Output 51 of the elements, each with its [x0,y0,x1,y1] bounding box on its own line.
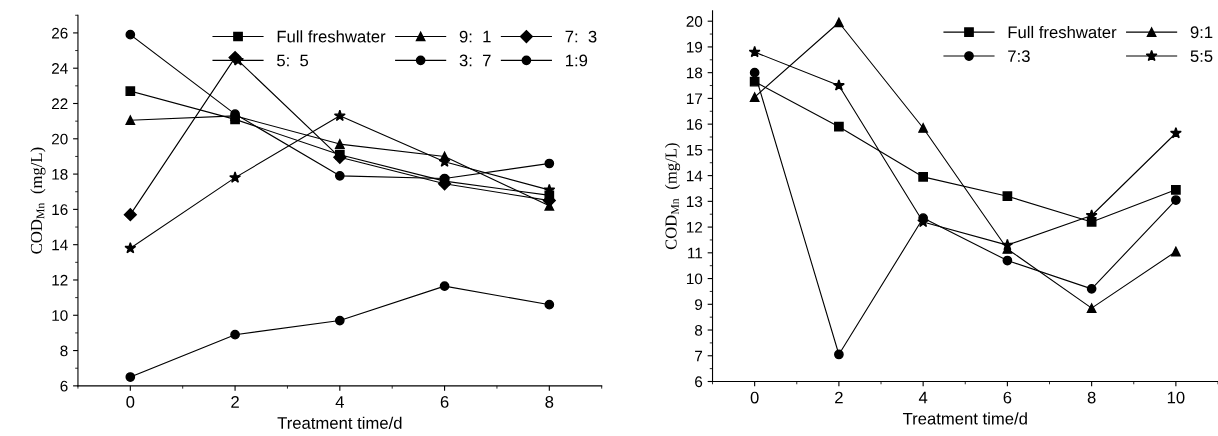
y-axis-title: COD$_{Mn}$ (mg/L) [664,143,681,250]
x-tick-label: 6 [440,396,449,408]
y-tick-label: 14 [52,239,68,251]
y-tick-label: 18 [686,67,703,79]
y-tick-label: 10 [686,273,703,285]
x-tick-label: 4 [918,391,928,404]
legend-label: 9:1 [1190,26,1213,39]
y-tick-label: 19 [686,41,703,53]
y-tick-label: 15 [686,144,703,156]
y-tick-label: 6 [60,380,68,392]
x-tick-label: 4 [335,396,344,408]
legend-label: Full freshwater [1008,25,1117,39]
legend-label: 1:9 [566,54,588,67]
x-tick-label: 0 [750,391,759,404]
y-tick-label: 12 [52,274,68,286]
y-tick-label: 14 [686,170,703,182]
legend-label: 5: 5 [277,54,309,67]
x-axis-title: Treatment time/d [902,412,1027,425]
y-tick-label: 20 [686,16,703,27]
y-tick-label: 20 [52,133,68,145]
y-tick-label: 18 [52,168,68,180]
x-tick-label: 2 [231,396,239,408]
legend-label: 5:5 [1190,50,1213,63]
y-tick-label: 9 [695,299,703,310]
y-tick-label: 24 [52,63,68,74]
x-tick-label: 8 [1087,391,1096,404]
y-axis-title: COD$_{Mn}$ (mg/L) [30,147,46,254]
y-tick-label: 12 [686,221,703,233]
y-tick-label: 7 [695,350,703,362]
x-tick-label: 6 [1003,391,1012,404]
y-tick-label: 8 [60,345,68,357]
legend-label: 7: 3 [565,30,597,43]
x-axis-title: Treatment time/d [277,416,402,429]
y-tick-label: 16 [686,119,703,130]
legend-label: 7:3 [1008,50,1030,63]
legend-label: 9: 1 [459,30,491,43]
x-tick-label: 10 [1167,391,1185,404]
y-tick-label: 17 [686,93,703,104]
y-tick-label: 10 [52,310,68,321]
x-tick-label: 2 [835,391,843,404]
legend-label: 3: 7 [459,54,491,67]
y-tick-label: 11 [688,247,703,259]
y-tick-label: 6 [695,376,703,388]
y-tick-label: 26 [52,27,68,39]
y-tick-label: 16 [52,204,68,216]
x-tick-label: 8 [545,396,554,408]
x-tick-label: 0 [126,396,135,408]
legend-label: Full freshwater [277,30,386,43]
y-tick-label: 13 [686,196,703,208]
y-tick-label: 8 [694,324,703,336]
y-tick-label: 22 [52,98,68,110]
